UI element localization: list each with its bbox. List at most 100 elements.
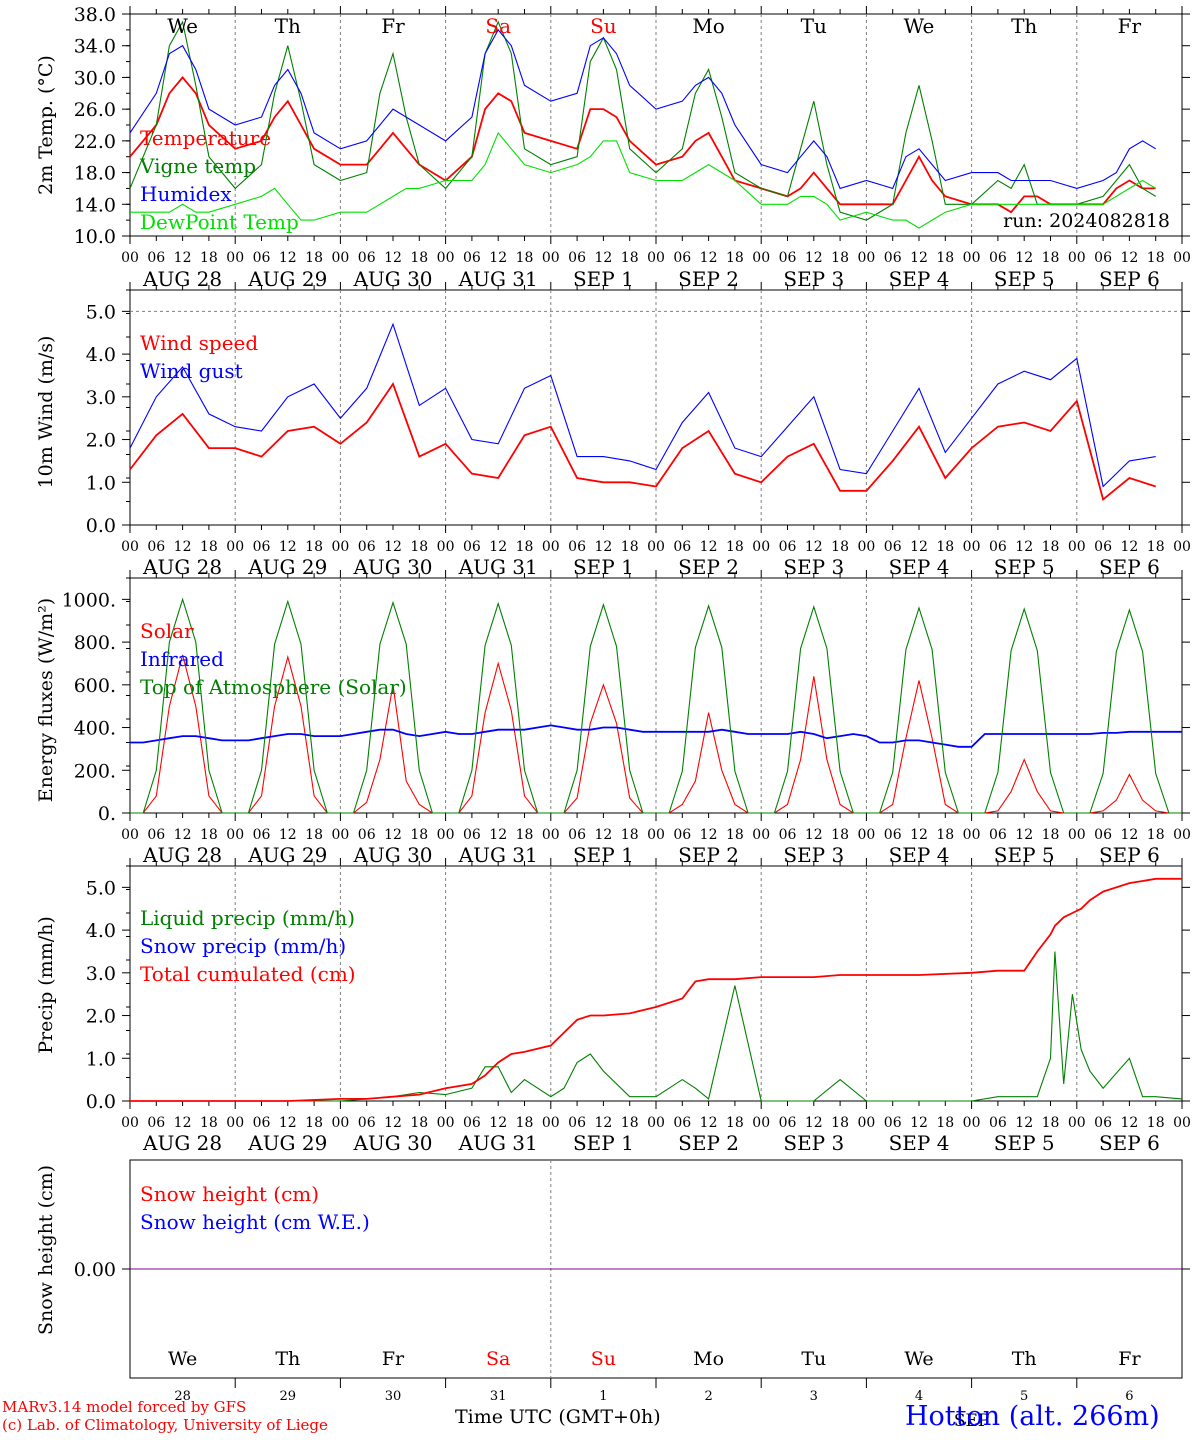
weekday-label: Fr (381, 14, 405, 38)
day-number-label: 31 (490, 1389, 507, 1404)
hour-tick-label: 00 (1173, 250, 1191, 266)
hour-tick-label: 06 (568, 250, 586, 266)
hour-tick-label: 06 (147, 539, 165, 555)
series-line-wind-gust (129, 322, 1156, 488)
series-line-vigne-temp (129, 20, 1156, 221)
day-number-label: 30 (385, 1389, 402, 1404)
hour-tick-label: 06 (884, 827, 902, 843)
hour-tick-label: 12 (805, 827, 823, 843)
hour-tick-label: 18 (516, 1115, 534, 1131)
y-tick-label: 3.0 (86, 387, 116, 409)
hour-tick-label: 06 (463, 250, 481, 266)
hour-tick-label: 18 (1042, 250, 1060, 266)
hour-tick-label: 18 (726, 539, 744, 555)
hour-tick-label: 12 (594, 1115, 612, 1131)
panel-2: 10m Wind (m/s) 0.0 1.0 2.0 3.0 4.0 5.0 00 06 12 18… (35, 282, 1191, 579)
legend-entry: Wind gust (140, 359, 243, 383)
legend-entry: Wind speed (140, 331, 258, 355)
hour-tick-label: 18 (1042, 827, 1060, 843)
hour-tick-label: 00 (331, 250, 349, 266)
y-axis-label: Energy fluxes (W/m²) (35, 598, 57, 802)
y-tick-label: 2.0 (86, 430, 116, 452)
hour-tick-label: 12 (384, 250, 402, 266)
hour-tick-label: 06 (358, 1115, 376, 1131)
hour-tick-label: 06 (568, 1115, 586, 1131)
y-tick-label: 38.0 (74, 4, 116, 26)
hour-tick-label: 12 (489, 827, 507, 843)
hour-tick-label: 06 (884, 250, 902, 266)
hour-tick-label: 06 (568, 827, 586, 843)
weekday-label: We (168, 1348, 197, 1370)
hour-tick-label: 12 (489, 1115, 507, 1131)
y-tick-label: 18.0 (74, 163, 116, 185)
weekday-label: Mo (693, 1348, 724, 1370)
model-credit: MARv3.14 model forced by GFS (c) Lab. of… (2, 1398, 328, 1434)
hour-tick-label: 00 (331, 827, 349, 843)
hour-tick-label: 12 (279, 250, 297, 266)
hour-tick-label: 06 (253, 250, 271, 266)
hour-tick-label: 18 (305, 827, 323, 843)
hour-tick-label: 12 (594, 827, 612, 843)
weekday-label: Fr (382, 1348, 405, 1370)
hour-tick-label: 12 (805, 539, 823, 555)
hour-tick-label: 06 (779, 1115, 797, 1131)
hour-tick-label: 00 (752, 250, 770, 266)
legend-entry: Top of Atmosphere (Solar) (140, 675, 407, 699)
model-credit-line: MARv3.14 model forced by GFS (2, 1398, 247, 1416)
weekday-label: Tu (801, 1348, 826, 1370)
hour-tick-label: 12 (174, 539, 192, 555)
legend-entry: Humidex (140, 182, 232, 206)
weekday-label: Th (275, 14, 301, 38)
hour-tick-label: 00 (542, 539, 560, 555)
y-axis-label: 10m Wind (m/s) (35, 336, 57, 489)
panel-3: Energy fluxes (W/m²) 0. 200. 400. 600. 800. 10… (35, 570, 1191, 867)
day-number-label: 2 (704, 1389, 712, 1404)
hour-tick-label: 00 (1068, 539, 1086, 555)
legend-entry: Vigne temp (139, 154, 256, 178)
legend-entry: Solar (140, 619, 194, 643)
hour-tick-label: 18 (621, 1115, 639, 1131)
hour-tick-label: 00 (226, 250, 244, 266)
hour-tick-label: 06 (253, 539, 271, 555)
hour-tick-label: 06 (358, 250, 376, 266)
y-tick-label: 10.0 (74, 226, 116, 248)
hour-tick-label: 12 (279, 539, 297, 555)
hour-tick-label: 12 (279, 1115, 297, 1131)
hour-tick-label: 12 (1015, 539, 1033, 555)
hour-tick-label: 18 (621, 827, 639, 843)
hour-tick-label: 06 (673, 539, 691, 555)
hour-tick-label: 12 (805, 1115, 823, 1131)
hour-tick-label: 18 (1147, 827, 1165, 843)
hour-tick-label: 06 (568, 539, 586, 555)
hour-tick-label: 12 (384, 539, 402, 555)
y-tick-label: 22.0 (74, 131, 116, 153)
hour-tick-label: 00 (121, 1115, 139, 1131)
hour-tick-label: 00 (647, 250, 665, 266)
hour-tick-label: 00 (647, 539, 665, 555)
hour-tick-label: 18 (831, 1115, 849, 1131)
panel-1: 2m Temp. (°C) 10.0 14.0 18.0 22.0 26.0 30.0 34.… (35, 4, 1191, 291)
y-tick-label: 800. (74, 632, 116, 654)
hour-tick-label: 06 (1094, 1115, 1112, 1131)
y-tick-label: 1000. (62, 589, 116, 611)
hour-tick-label: 00 (121, 827, 139, 843)
hour-tick-label: 18 (410, 1115, 428, 1131)
month-label: SEP (954, 1411, 990, 1431)
hour-tick-label: 06 (147, 827, 165, 843)
hour-tick-label: 00 (857, 827, 875, 843)
hour-tick-label: 00 (857, 539, 875, 555)
y-tick-label: 0.0 (86, 515, 116, 537)
hour-tick-label: 18 (410, 827, 428, 843)
hour-tick-label: 18 (726, 827, 744, 843)
hour-tick-label: 00 (963, 1115, 981, 1131)
y-axis-label: 2m Temp. (°C) (35, 55, 57, 195)
hour-tick-label: 00 (121, 250, 139, 266)
weekday-label: We (904, 14, 935, 38)
hour-tick-label: 06 (989, 827, 1007, 843)
hour-tick-label: 00 (647, 1115, 665, 1131)
hour-tick-label: 18 (936, 827, 954, 843)
hour-tick-label: 18 (936, 1115, 954, 1131)
hour-tick-label: 18 (516, 539, 534, 555)
hour-tick-label: 12 (1120, 539, 1138, 555)
hour-tick-label: 12 (489, 250, 507, 266)
